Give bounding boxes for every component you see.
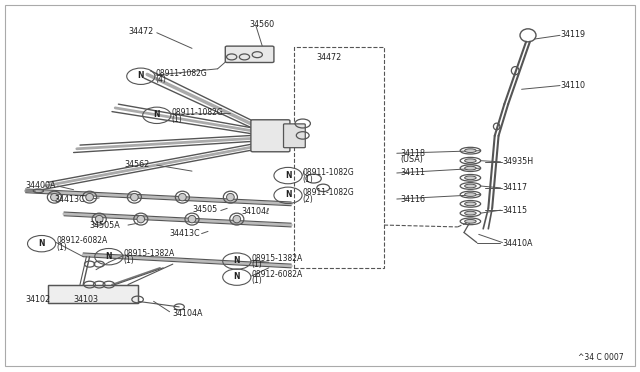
Ellipse shape (86, 193, 93, 201)
Text: 34935H: 34935H (502, 157, 534, 166)
FancyBboxPatch shape (284, 124, 305, 148)
Text: (1): (1) (172, 115, 182, 124)
Text: 34562: 34562 (125, 160, 150, 169)
Text: (1): (1) (252, 276, 262, 285)
Text: 08915-1382A: 08915-1382A (252, 254, 303, 263)
Text: (2): (2) (303, 195, 314, 203)
Text: N: N (38, 239, 45, 248)
Text: N: N (234, 256, 240, 265)
Text: N: N (285, 190, 291, 199)
Ellipse shape (465, 202, 476, 206)
Text: 34111: 34111 (400, 169, 425, 177)
Text: 34560: 34560 (250, 20, 275, 29)
Text: N: N (154, 110, 160, 119)
Bar (294, 46, 384, 268)
Text: N: N (234, 272, 240, 281)
Text: 34104ℓ: 34104ℓ (242, 207, 270, 216)
Text: 08911-1082G: 08911-1082G (303, 188, 355, 197)
Text: 34505A: 34505A (90, 221, 120, 230)
Text: (1): (1) (252, 260, 262, 269)
Text: 08911-1082G: 08911-1082G (172, 108, 223, 117)
Text: 34410A: 34410A (502, 239, 533, 248)
Text: 34413C: 34413C (170, 229, 200, 238)
Text: (USA): (USA) (400, 155, 423, 164)
Text: (1): (1) (303, 175, 314, 184)
Text: 34119: 34119 (560, 30, 585, 39)
Text: 08912-6082A: 08912-6082A (252, 270, 303, 279)
Text: 34400A: 34400A (26, 181, 56, 190)
Text: 34103: 34103 (74, 295, 99, 304)
Text: 34118: 34118 (400, 149, 425, 158)
Bar (48, 285, 138, 303)
Text: 34104A: 34104A (173, 309, 204, 318)
Text: N: N (138, 71, 144, 80)
Ellipse shape (465, 149, 476, 153)
Text: 08911-1082G: 08911-1082G (303, 168, 355, 177)
Ellipse shape (227, 193, 234, 201)
Text: 08912-6082A: 08912-6082A (56, 236, 108, 245)
Text: 08911-1082G: 08911-1082G (156, 69, 207, 78)
Ellipse shape (465, 166, 476, 170)
FancyBboxPatch shape (251, 120, 290, 152)
Ellipse shape (137, 215, 145, 223)
Text: 34472: 34472 (317, 53, 342, 62)
Ellipse shape (465, 211, 476, 215)
Ellipse shape (131, 193, 138, 201)
Text: (1): (1) (56, 243, 67, 252)
Text: 34413C: 34413C (54, 195, 85, 204)
Ellipse shape (95, 215, 103, 223)
Text: 34115: 34115 (502, 206, 527, 215)
Bar (48, 285, 138, 303)
Text: ^34 C 0007: ^34 C 0007 (579, 353, 624, 362)
Ellipse shape (188, 215, 196, 223)
FancyBboxPatch shape (225, 46, 274, 62)
Text: 34117: 34117 (502, 183, 527, 192)
Ellipse shape (179, 193, 186, 201)
Ellipse shape (465, 219, 476, 223)
Ellipse shape (465, 176, 476, 180)
Text: 34116: 34116 (400, 195, 425, 203)
Text: N: N (106, 252, 112, 261)
Ellipse shape (51, 193, 58, 201)
Text: (1): (1) (124, 256, 134, 265)
Text: N: N (285, 171, 291, 180)
Ellipse shape (465, 184, 476, 188)
Ellipse shape (465, 193, 476, 196)
Text: 34102: 34102 (26, 295, 51, 304)
Text: 34110: 34110 (560, 81, 585, 90)
Ellipse shape (233, 215, 241, 223)
Text: 08915-1382A: 08915-1382A (124, 249, 175, 258)
Text: (4): (4) (156, 76, 166, 84)
Text: 34472: 34472 (129, 27, 154, 36)
Ellipse shape (465, 159, 476, 163)
Text: 34505: 34505 (192, 205, 217, 214)
